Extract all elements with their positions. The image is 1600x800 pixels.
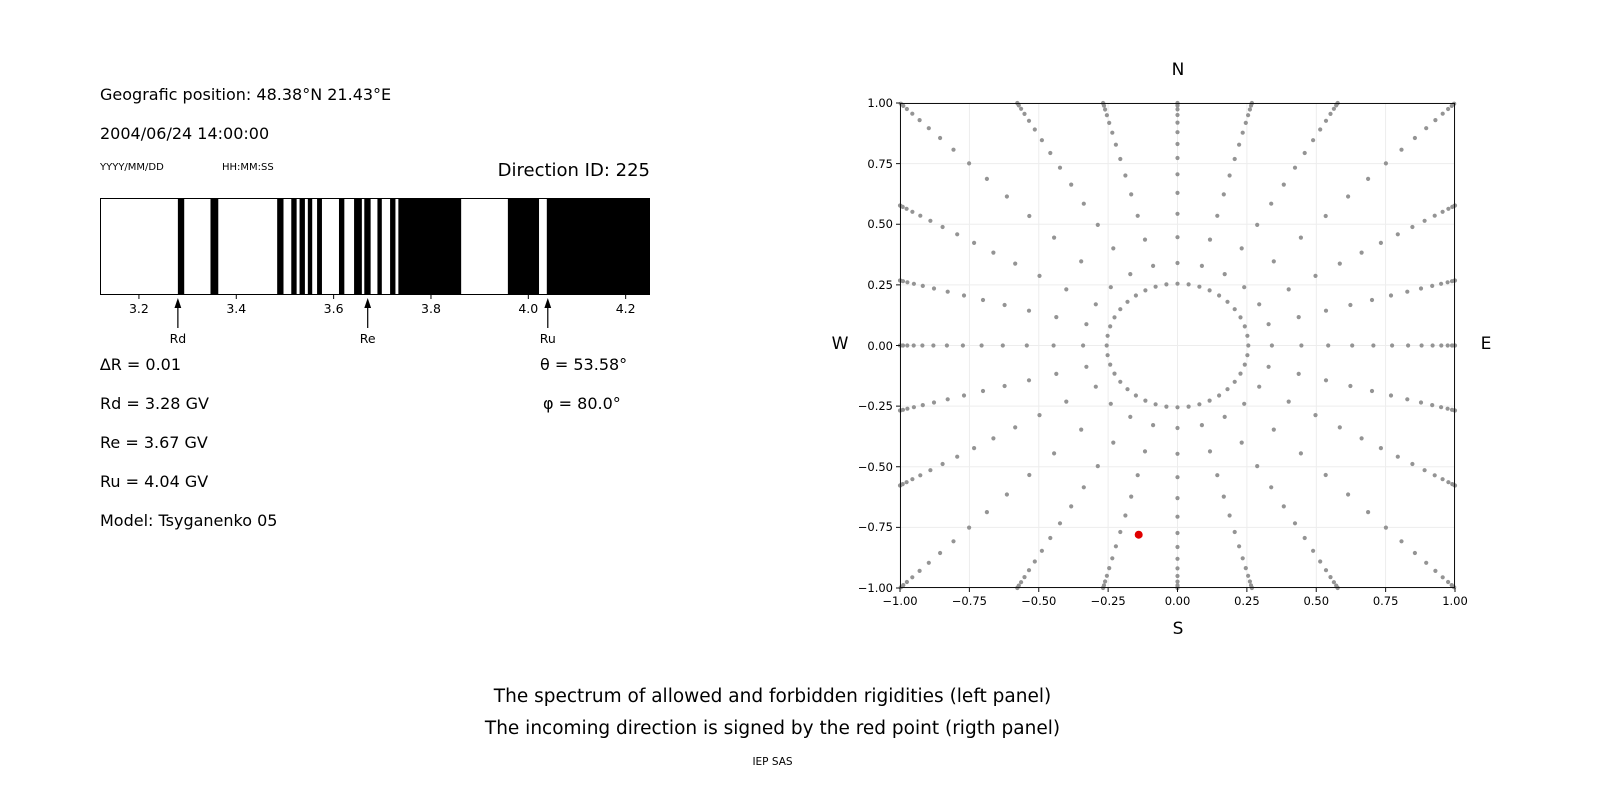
direction-x-tick-label: −0.50 — [1021, 594, 1057, 608]
direction-x-tick-label: 0.75 — [1372, 594, 1399, 608]
direction-x-tick-label: 0.25 — [1234, 594, 1260, 608]
direction-y-tick-label: 1.00 — [867, 96, 893, 110]
direction-plot-canvas — [896, 100, 1458, 592]
allowed-band — [177, 199, 185, 294]
incoming-direction-point — [1134, 530, 1143, 539]
time-format-label: HH:MM:SS — [222, 162, 274, 173]
allowed-band — [338, 199, 345, 294]
direction-y-tick-label: −1.00 — [857, 581, 893, 595]
direction-y-tick-label: 0.50 — [867, 217, 893, 232]
date-format-label: YYYY/MM/DD — [100, 162, 164, 173]
direction-x-tick-label: 0.00 — [1164, 594, 1191, 608]
spectrum-x-tick-label: 4.2 — [615, 301, 636, 316]
spectrum-x-tick-label: 3.2 — [128, 301, 149, 316]
allowed-band — [390, 199, 396, 294]
direction-x-tick-label: 0.50 — [1303, 594, 1330, 608]
direction-x-tick-label: −0.25 — [1090, 594, 1126, 608]
allowed-band — [507, 199, 540, 294]
datetime-label: 2004/06/24 14:00:00 — [100, 124, 270, 143]
direction-y-axis: 1.00 0.75 0.50 0.25 0.00 −0.25 −0.50 −0.75 −1.00 — [818, 96, 893, 595]
direction-x-tick-label: 1.00 — [1442, 594, 1468, 608]
spectrum-x-tick-label: 3.8 — [421, 301, 441, 316]
caption-line-1: The spectrum of allowed and forbidden ri… — [493, 686, 1052, 707]
allowed-band — [354, 199, 362, 294]
marker-arrow-head — [174, 298, 182, 308]
allowed-band — [307, 199, 313, 294]
direction-y-tick-label: −0.25 — [857, 399, 893, 414]
direction-y-tick-label: 0.25 — [867, 277, 893, 292]
caption-line-2: The incoming direction is signed by the … — [484, 718, 1061, 739]
allowed-band — [546, 199, 650, 294]
phi-value: φ = 80.0° — [543, 394, 621, 413]
direction-y-tick-label: −0.50 — [857, 459, 893, 474]
direction-y-tick-label: 0.00 — [867, 338, 893, 353]
allowed-band — [364, 199, 371, 294]
marker-arrow-head — [544, 298, 552, 308]
marker-label-ru: Ru — [539, 331, 556, 346]
spectrum-x-tick-label: 3.4 — [226, 301, 247, 316]
allowed-band — [291, 199, 297, 294]
rd-value: Rd = 3.28 GV — [100, 394, 209, 413]
compass-east-label: E — [1480, 334, 1492, 354]
ru-value: Ru = 4.04 GV — [100, 472, 209, 491]
direction-y-tick-label: −0.75 — [857, 520, 893, 535]
spectrum-x-tick-label: 4.0 — [518, 301, 539, 316]
re-value: Re = 3.67 GV — [100, 433, 208, 452]
direction-x-tick-label: −0.75 — [951, 594, 987, 608]
credit-label: IEP SAS — [752, 756, 793, 768]
direction-plot — [896, 100, 1458, 592]
allowed-band — [398, 199, 462, 294]
direction-x-tick-label: −1.00 — [882, 594, 918, 608]
allowed-band — [317, 199, 322, 294]
marker-arrow-head — [364, 298, 372, 308]
direction-dots — [897, 100, 1458, 591]
allowed-band — [277, 199, 284, 294]
direction-x-axis: −1.00 −0.75 −0.50 −0.25 0.00 0.25 0.50 0.75 1.00 — [882, 594, 1467, 610]
compass-west-label: W — [831, 334, 849, 354]
delta-r-value: ∆R = 0.01 — [100, 355, 182, 374]
rigidity-spectrum-canvas — [100, 198, 650, 328]
rigidity-spectrum-plot — [100, 198, 650, 328]
allowed-band — [210, 199, 219, 294]
theta-value: θ = 53.58° — [540, 355, 628, 374]
allowed-band — [377, 199, 382, 294]
spectrum-marker-labels: Rd Re Ru — [100, 331, 650, 347]
spectrum-x-axis: 3.2 3.4 3.6 3.8 4.0 4.2 — [100, 301, 650, 319]
spectrum-x-tick-label: 3.6 — [323, 301, 344, 316]
marker-label-re: Re — [359, 331, 376, 346]
direction-y-tick-label: 0.75 — [867, 156, 893, 171]
compass-south-label: S — [1172, 619, 1184, 639]
model-label: Model: Tsyganenko 05 — [100, 511, 278, 530]
compass-north-label: N — [1171, 60, 1185, 80]
geographic-position-label: Geografic position: 48.38°N 21.43°E — [100, 85, 392, 104]
allowed-band — [299, 199, 305, 294]
direction-id-label: Direction ID: 225 — [497, 160, 650, 181]
marker-label-rd: Rd — [169, 331, 187, 346]
